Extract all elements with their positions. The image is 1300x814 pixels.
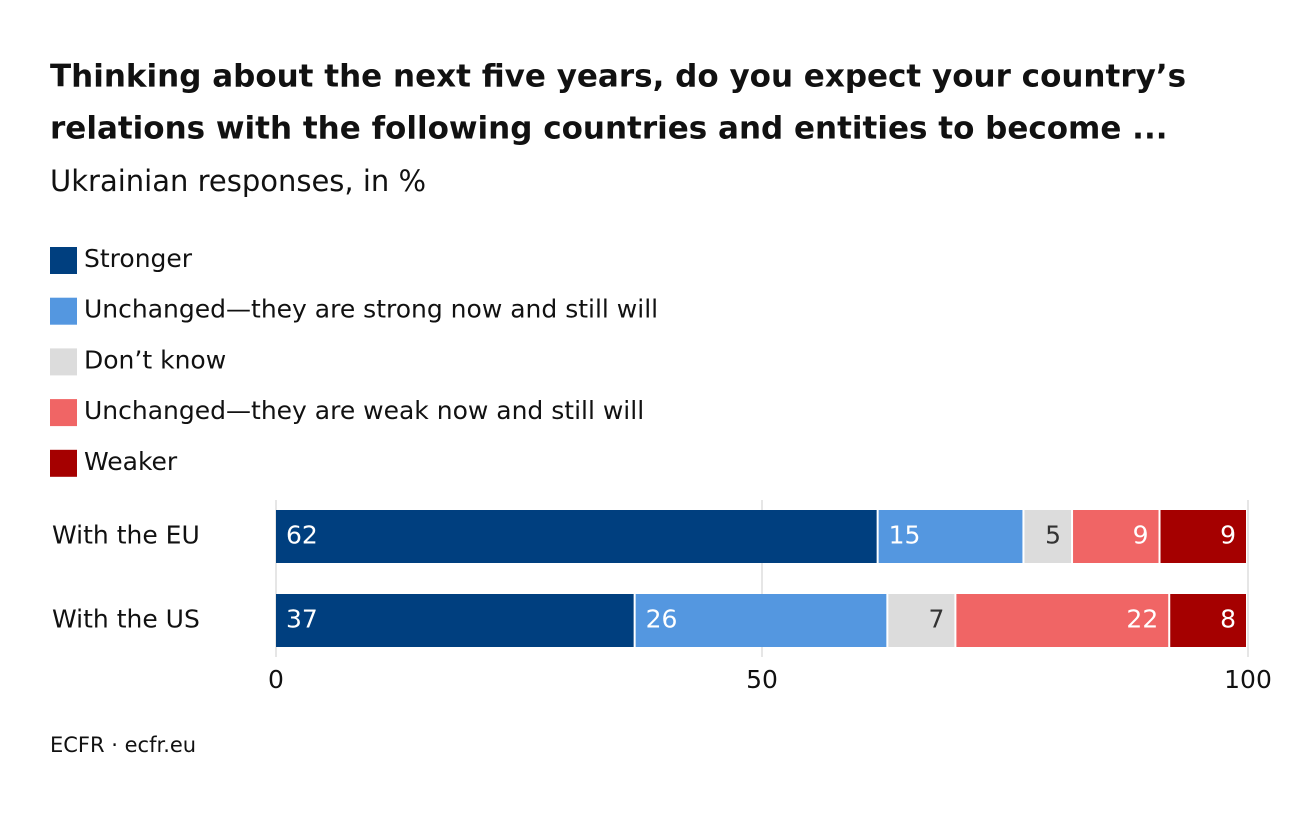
- legend-swatch: [50, 348, 77, 376]
- source: ECFR · ecfr.eu: [50, 733, 196, 757]
- bar-segment: [276, 510, 877, 563]
- chart-subtitle: Ukrainian responses, in %: [50, 164, 426, 198]
- bar-segment: [1073, 510, 1159, 563]
- legend-swatch: [50, 399, 77, 427]
- bar-segment: [956, 594, 1169, 647]
- data-label: 8: [1220, 605, 1236, 634]
- bar-segment: [1024, 510, 1072, 563]
- legend-label: Stronger: [84, 244, 193, 273]
- data-label: 26: [646, 605, 678, 634]
- bar-segment: [276, 594, 634, 647]
- legend-swatch: [50, 297, 77, 325]
- legend-label: Unchanged—they are strong now and still …: [84, 295, 658, 324]
- legend-swatch: [50, 247, 77, 274]
- bar-segment: [1170, 594, 1246, 647]
- data-label: 22: [1126, 605, 1158, 634]
- legend-label: Don’t know: [84, 345, 226, 374]
- data-label: 37: [286, 605, 318, 634]
- legend-label: Weaker: [84, 447, 178, 476]
- legend-swatch: [50, 449, 77, 477]
- legend-label: Unchanged—they are weak now and still wi…: [84, 396, 644, 425]
- x-tick-label: 0: [268, 665, 284, 694]
- data-label: 9: [1220, 521, 1236, 550]
- bar-segment: [888, 594, 955, 647]
- bar-segment: [878, 510, 1023, 563]
- y-tick-label: With the EU: [52, 521, 200, 550]
- data-label: 7: [928, 605, 944, 634]
- data-label: 5: [1045, 521, 1061, 550]
- chart-title-line: relations with the following countries a…: [50, 111, 1168, 147]
- data-label: 62: [286, 521, 318, 550]
- y-tick-label: With the US: [52, 605, 200, 634]
- x-tick-label: 50: [746, 665, 778, 694]
- bar-segment: [635, 594, 887, 647]
- chart-title-line: Thinking about the next five years, do y…: [50, 59, 1186, 95]
- bar-segment: [1160, 510, 1246, 563]
- data-label: 9: [1133, 521, 1149, 550]
- data-label: 15: [889, 521, 921, 550]
- x-tick-label: 100: [1224, 665, 1272, 694]
